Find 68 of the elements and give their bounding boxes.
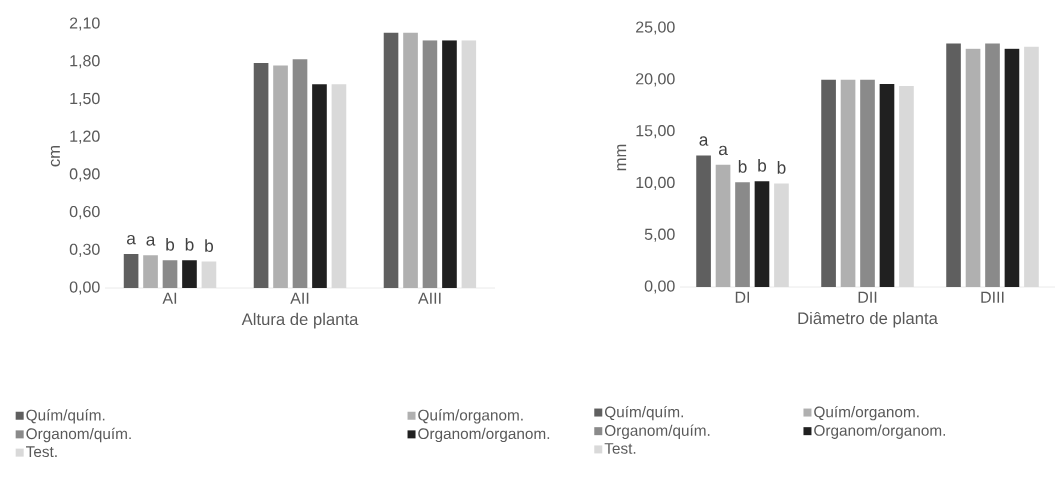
annotation: a <box>146 236 156 246</box>
x-axis-title: Diâmetro de planta <box>798 311 938 328</box>
legend-label: Quím/organom. <box>814 405 919 421</box>
bar <box>292 59 308 288</box>
y-axis-title: cm <box>50 146 60 167</box>
y-tick-label: 1,50 <box>70 92 100 107</box>
annotation: a <box>126 234 136 245</box>
y-tick-label: 1,20 <box>70 130 100 144</box>
bar <box>879 83 895 287</box>
legend-label: Organom/quím. <box>26 427 131 443</box>
y-tick-label: 0,60 <box>69 205 100 220</box>
legend-label: Quím/organom. <box>418 409 523 424</box>
annotation: b <box>205 239 214 252</box>
x-tick-label: AII <box>290 292 309 304</box>
bar <box>182 260 197 288</box>
bar <box>735 182 750 287</box>
y-tick-label: 15,00 <box>636 125 675 139</box>
bar <box>985 43 1000 287</box>
x-tick-label: AIII <box>418 292 441 304</box>
y-tick-label: 0,90 <box>69 168 100 182</box>
x-tick-label: DII <box>858 291 877 303</box>
legend-label: Organom/quím. <box>605 424 710 439</box>
y-tick-label: 0,00 <box>644 280 675 294</box>
bar <box>965 48 981 287</box>
bar <box>312 84 327 288</box>
y-tick-label: 25,00 <box>636 21 675 35</box>
bar <box>715 164 731 287</box>
y-tick-label: 0,30 <box>69 243 100 257</box>
y-tick-label: 5,00 <box>644 228 675 242</box>
x-tick-label: DI <box>735 291 750 303</box>
legend-label: Test. <box>604 443 636 454</box>
bar <box>403 32 418 288</box>
legend-label: Test. <box>26 446 57 458</box>
bar <box>253 62 269 288</box>
legend-label: Quím/quím. <box>26 409 105 424</box>
annotation: b <box>166 238 175 251</box>
bar <box>442 40 457 288</box>
bar <box>821 79 836 287</box>
bar <box>1004 48 1020 287</box>
annotation: b <box>758 158 767 172</box>
bar <box>123 254 139 288</box>
bar <box>273 65 288 288</box>
x-axis-title: Altura de planta <box>241 312 359 329</box>
annotation: a <box>718 145 728 156</box>
annotation: b <box>738 160 747 173</box>
bar <box>754 181 770 287</box>
y-tick-label: 2,10 <box>69 17 100 31</box>
y-tick-label: 0,00 <box>69 281 100 295</box>
annotation: a <box>699 136 709 146</box>
bar <box>383 32 399 288</box>
x-tick-label: AI <box>162 292 177 304</box>
bar <box>143 255 158 288</box>
legend-label: Organom/organom. <box>418 427 550 443</box>
legend-label: Quím/quím. <box>605 405 683 421</box>
bar <box>840 79 856 287</box>
bar <box>946 43 961 287</box>
bar <box>696 155 711 287</box>
y-axis-title: mm <box>617 144 627 171</box>
bar <box>860 79 875 287</box>
annotation: b <box>185 238 194 251</box>
y-tick-label: 20,00 <box>636 73 675 87</box>
x-tick-label: DIII <box>981 291 1004 303</box>
y-tick-label: 10,00 <box>636 176 675 191</box>
bar <box>162 260 178 288</box>
y-tick-label: 1,80 <box>70 55 100 69</box>
bar <box>422 40 438 288</box>
annotation: b <box>777 161 786 174</box>
legend-label: Organom/organom. <box>814 424 946 439</box>
